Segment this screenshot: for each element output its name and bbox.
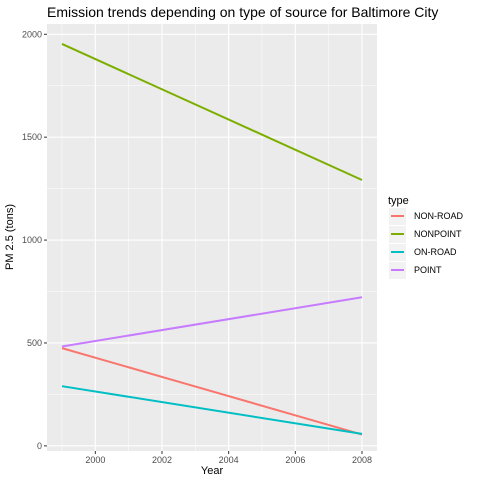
legend-label: ON-ROAD bbox=[414, 247, 457, 257]
plot-panel bbox=[47, 24, 377, 451]
gridlines bbox=[47, 24, 377, 451]
y-axis-title: PM 2.5 (tons) bbox=[4, 204, 16, 270]
legend-label: NONPOINT bbox=[414, 229, 462, 239]
x-tick-labels: 2000 2002 2004 2006 2008 bbox=[85, 455, 372, 465]
legend-label: NON-ROAD bbox=[414, 211, 463, 221]
y-tick-label: 1000 bbox=[22, 235, 42, 245]
x-tick-label: 2006 bbox=[285, 455, 305, 465]
y-tick-labels: 0 500 1000 1500 2000 bbox=[22, 29, 42, 451]
y-tick-label: 500 bbox=[27, 338, 42, 348]
legend-items: NON-ROAD NONPOINT ON-ROAD POINT bbox=[389, 208, 463, 279]
axis-ticks bbox=[44, 33, 363, 454]
series-lines bbox=[61, 43, 363, 436]
series-line-nonpoint bbox=[61, 43, 363, 181]
x-axis-title: Year bbox=[201, 465, 224, 477]
x-tick-label: 2000 bbox=[85, 455, 105, 465]
legend-item-non-road: NON-ROAD bbox=[389, 208, 463, 225]
y-tick-label: 2000 bbox=[22, 29, 42, 39]
legend-title: type bbox=[388, 195, 409, 207]
series-line-point bbox=[61, 296, 363, 348]
series-line-on-road bbox=[61, 385, 363, 435]
series-line-non-road bbox=[61, 347, 363, 436]
legend-item-on-road: ON-ROAD bbox=[389, 244, 457, 261]
y-tick-label: 1500 bbox=[22, 132, 42, 142]
y-tick-label: 0 bbox=[37, 441, 42, 451]
legend-item-point: POINT bbox=[389, 262, 442, 279]
x-tick-label: 2004 bbox=[219, 455, 239, 465]
legend-item-nonpoint: NONPOINT bbox=[389, 226, 462, 243]
x-tick-label: 2008 bbox=[352, 455, 372, 465]
legend-label: POINT bbox=[414, 265, 442, 275]
legend: type NON-ROAD NONPOINT ON-ROAD POINT bbox=[388, 195, 463, 279]
x-tick-label: 2002 bbox=[152, 455, 172, 465]
chart-title: Emission trends depending on type of sou… bbox=[47, 4, 438, 20]
